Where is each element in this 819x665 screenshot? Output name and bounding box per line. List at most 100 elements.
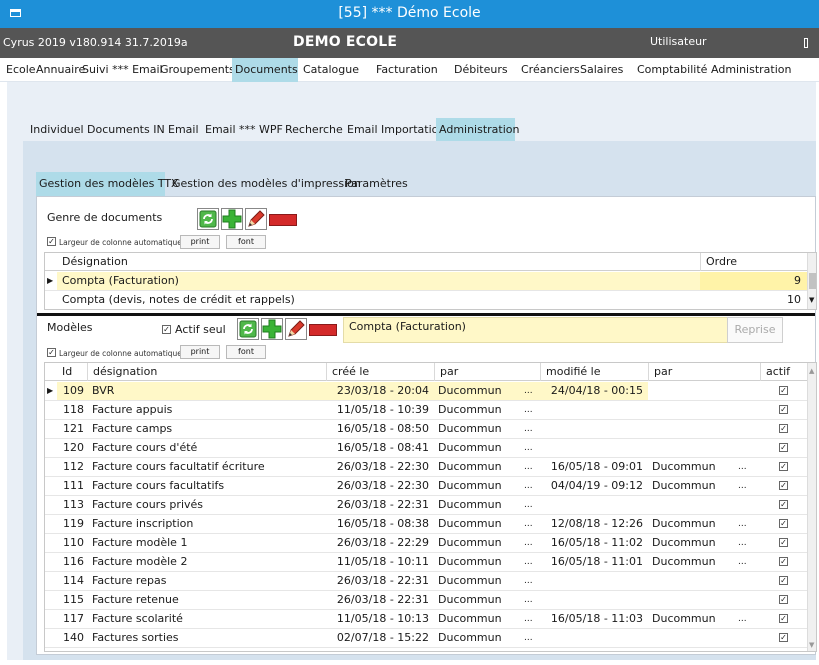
- modeles-refresh-icon[interactable]: [237, 318, 259, 340]
- menu-item-documents[interactable]: Documents: [232, 58, 298, 82]
- reprise-button[interactable]: Reprise: [727, 317, 783, 343]
- table-row[interactable]: 118 Facture appuis 11/05/18 - 10:39 Ducommu…: [45, 401, 807, 420]
- actif-checkbox[interactable]: ✓: [779, 462, 788, 471]
- actif-checkbox[interactable]: ✓: [779, 443, 788, 452]
- actif-seul-checkbox[interactable]: ✓: [162, 325, 171, 334]
- table-row[interactable]: 110 Facture modèle 1 26/03/18 - 22:29 Ducom…: [45, 534, 807, 553]
- modeles-scrollbar[interactable]: ▲ ▼: [807, 363, 816, 651]
- genre-row[interactable]: Compta (devis, notes de crédit et rappel…: [45, 291, 807, 309]
- pin-icon[interactable]: [804, 38, 808, 48]
- scroll-up-icon[interactable]: ▲: [809, 367, 815, 375]
- table-row[interactable]: 119 Facture inscription 16/05/18 - 08:38 Du…: [45, 515, 807, 534]
- table-row[interactable]: 111 Facture cours facultatifs 26/03/18 - 2…: [45, 477, 807, 496]
- actif-checkbox[interactable]: ✓: [779, 424, 788, 433]
- refresh-icon[interactable]: [197, 208, 219, 230]
- tab-gestion-des-mod-les-ttx[interactable]: Gestion des modèles TTX: [36, 172, 179, 196]
- tab-individuel[interactable]: Individuel: [30, 123, 84, 136]
- actif-checkbox[interactable]: ✓: [779, 595, 788, 604]
- genre-print-button[interactable]: print: [180, 235, 220, 249]
- tab-administration[interactable]: Administration: [436, 118, 520, 142]
- col-cree-le[interactable]: créé le: [326, 363, 434, 381]
- menu-item-comptabilit-[interactable]: Comptabilité: [637, 63, 708, 76]
- tab-gestion-des-mod-les-d-impression[interactable]: Gestion des modèles d'impression: [172, 177, 361, 190]
- actif-checkbox[interactable]: ✓: [779, 576, 788, 585]
- table-row[interactable]: 121 Facture camps 16/05/18 - 08:50 Ducommun…: [45, 420, 807, 439]
- modeles-edit-icon[interactable]: [285, 318, 307, 340]
- menu-item-facturation[interactable]: Facturation: [376, 63, 438, 76]
- menu-item-cr-anciers[interactable]: Créanciers: [521, 63, 580, 76]
- selected-genre-field[interactable]: Compta (Facturation): [343, 317, 763, 343]
- table-row[interactable]: ▶ 109 BVR 23/03/18 - 20:04 Ducommun... 24/04/…: [45, 382, 807, 401]
- tab-email-wpf[interactable]: Email *** WPF: [205, 123, 283, 136]
- cell-par-ellipsis[interactable]: ...: [524, 424, 533, 434]
- col-id[interactable]: Id: [62, 365, 73, 378]
- cell-par-ellipsis[interactable]: ...: [524, 538, 533, 548]
- genre-row[interactable]: ▶ Compta (Facturation) 9: [45, 272, 807, 291]
- cell-par-ellipsis[interactable]: ...: [524, 633, 533, 643]
- cell-par2-ellipsis[interactable]: ...: [738, 519, 747, 529]
- cell-par-ellipsis[interactable]: ...: [524, 481, 533, 491]
- col-ordre[interactable]: Ordre: [700, 253, 807, 271]
- scroll-down-icon[interactable]: ▼: [809, 641, 815, 649]
- actif-checkbox[interactable]: ✓: [779, 481, 788, 490]
- scroll-down-icon[interactable]: ▼: [809, 296, 815, 304]
- genre-autowidth-checkbox[interactable]: ✓: [47, 237, 56, 246]
- tab-param-tres[interactable]: Paramètres: [345, 177, 408, 190]
- tab-email-importation[interactable]: Email Importation: [347, 123, 446, 136]
- cell-par2-ellipsis[interactable]: ...: [738, 462, 747, 472]
- menu-item-groupements[interactable]: Groupements: [160, 63, 235, 76]
- col-actif[interactable]: actif: [760, 363, 807, 381]
- actif-checkbox[interactable]: ✓: [779, 633, 788, 642]
- cell-par2-ellipsis[interactable]: ...: [738, 481, 747, 491]
- window-titlebar[interactable]: [55] *** Démo Ecole: [0, 0, 819, 28]
- tab-email[interactable]: Email: [168, 123, 199, 136]
- actif-checkbox[interactable]: ✓: [779, 386, 788, 395]
- tab-recherche[interactable]: Recherche: [285, 123, 343, 136]
- cell-par2-ellipsis[interactable]: ...: [738, 614, 747, 624]
- cell-par-ellipsis[interactable]: ...: [524, 405, 533, 415]
- col-modifie-le[interactable]: modifié le: [540, 363, 648, 381]
- cell-par-ellipsis[interactable]: ...: [524, 462, 533, 472]
- modeles-autowidth-checkbox[interactable]: ✓: [47, 348, 56, 357]
- table-row[interactable]: 112 Facture cours facultatif écriture 26/0…: [45, 458, 807, 477]
- menu-item-catalogue[interactable]: Catalogue: [303, 63, 359, 76]
- cell-par-ellipsis[interactable]: ...: [524, 500, 533, 510]
- cell-par2-ellipsis[interactable]: ...: [738, 538, 747, 548]
- cell-par-ellipsis[interactable]: ...: [524, 519, 533, 529]
- cell-par-ellipsis[interactable]: ...: [524, 595, 533, 605]
- tab-documents-in[interactable]: Documents IN: [87, 123, 165, 136]
- table-row[interactable]: 117 Facture scolarité 11/05/18 - 10:13 Duco…: [45, 610, 807, 629]
- cell-par-ellipsis[interactable]: ...: [524, 557, 533, 567]
- actif-checkbox[interactable]: ✓: [779, 557, 788, 566]
- table-row[interactable]: 113 Facture cours privés 26/03/18 - 22:31 D…: [45, 496, 807, 515]
- table-row[interactable]: 120 Facture cours d'été 16/05/18 - 08:41 Du…: [45, 439, 807, 458]
- col-par-modifie[interactable]: par: [648, 363, 760, 381]
- menu-item-ecole[interactable]: Ecole: [6, 63, 36, 76]
- modeles-font-button[interactable]: font: [226, 345, 266, 359]
- add-icon[interactable]: [221, 208, 243, 230]
- cell-par-ellipsis[interactable]: ...: [524, 443, 533, 453]
- user-menu[interactable]: Utilisateur: [650, 35, 707, 48]
- actif-checkbox[interactable]: ✓: [779, 405, 788, 414]
- actif-checkbox[interactable]: ✓: [779, 519, 788, 528]
- edit-icon[interactable]: [245, 208, 267, 230]
- actif-checkbox[interactable]: ✓: [779, 500, 788, 509]
- menu-item-administration[interactable]: Administration: [711, 63, 792, 76]
- menu-item-d-biteurs[interactable]: Débiteurs: [454, 63, 508, 76]
- col-designation[interactable]: Désignation: [62, 255, 128, 268]
- actif-checkbox[interactable]: ✓: [779, 538, 788, 547]
- cell-par2-ellipsis[interactable]: ...: [738, 557, 747, 567]
- modeles-add-icon[interactable]: [261, 318, 283, 340]
- modeles-print-button[interactable]: print: [180, 345, 220, 359]
- delete-icon[interactable]: [269, 214, 297, 226]
- actif-checkbox[interactable]: ✓: [779, 614, 788, 623]
- genre-scrollbar[interactable]: ▼: [807, 253, 816, 309]
- menu-item-annuaire[interactable]: Annuaire: [36, 63, 86, 76]
- menu-item-suivi-email[interactable]: Suivi *** Email: [82, 63, 163, 76]
- modeles-delete-icon[interactable]: [309, 324, 337, 336]
- table-row[interactable]: 140 Factures sorties 02/07/18 - 15:22 Ducom…: [45, 629, 807, 648]
- menu-item-salaires[interactable]: Salaires: [580, 63, 624, 76]
- col-designation[interactable]: désignation: [87, 363, 326, 381]
- table-row[interactable]: 114 Facture repas 26/03/18 - 22:31 Ducommun…: [45, 572, 807, 591]
- table-row[interactable]: 116 Facture modèle 2 11/05/18 - 10:11 Ducom…: [45, 553, 807, 572]
